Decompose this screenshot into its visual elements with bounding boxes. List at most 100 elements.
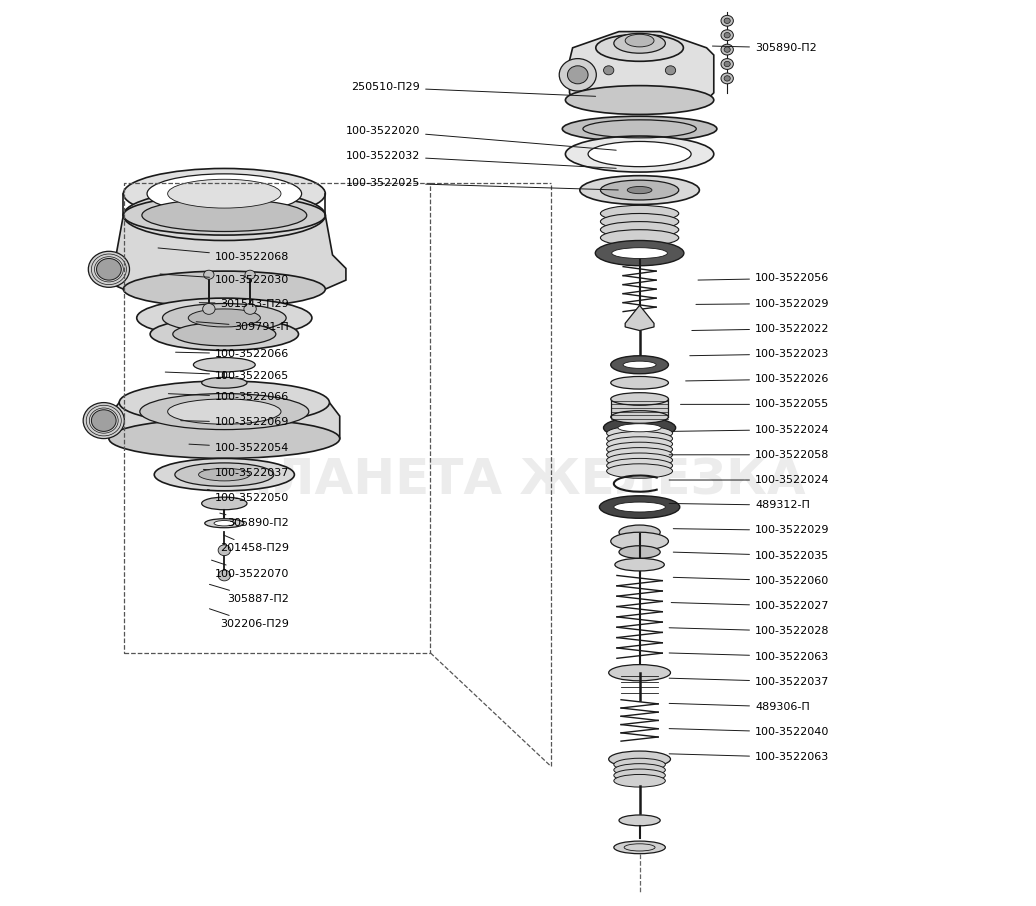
Ellipse shape — [601, 206, 679, 222]
Ellipse shape — [604, 418, 675, 439]
Circle shape — [96, 258, 121, 280]
Text: 489312-П: 489312-П — [669, 500, 810, 510]
Ellipse shape — [611, 356, 668, 374]
Text: 301543-П29: 301543-П29 — [199, 298, 289, 309]
Circle shape — [243, 304, 256, 314]
Ellipse shape — [623, 361, 656, 369]
Ellipse shape — [137, 298, 312, 338]
Circle shape — [204, 270, 214, 279]
Circle shape — [219, 570, 230, 581]
Ellipse shape — [140, 393, 309, 429]
Ellipse shape — [119, 381, 329, 424]
Ellipse shape — [607, 431, 672, 446]
Text: 100-3522025: 100-3522025 — [346, 178, 618, 190]
Text: 100-3522035: 100-3522035 — [673, 551, 829, 561]
Ellipse shape — [214, 521, 234, 526]
Text: 305887-П2: 305887-П2 — [209, 584, 289, 604]
Polygon shape — [570, 32, 714, 100]
Text: 100-3522030: 100-3522030 — [161, 274, 289, 285]
Text: 100-3522029: 100-3522029 — [673, 525, 830, 535]
Ellipse shape — [601, 222, 679, 237]
Polygon shape — [611, 399, 668, 417]
Ellipse shape — [194, 358, 255, 372]
Text: 100-3522066: 100-3522066 — [175, 349, 289, 359]
Text: 309791-П: 309791-П — [196, 322, 289, 332]
Ellipse shape — [205, 519, 243, 527]
Ellipse shape — [614, 502, 665, 512]
Ellipse shape — [611, 377, 668, 389]
Text: 100-3522029: 100-3522029 — [696, 298, 830, 309]
Text: 100-3522020: 100-3522020 — [346, 126, 616, 150]
Text: 100-3522063: 100-3522063 — [669, 752, 829, 762]
Ellipse shape — [614, 558, 664, 571]
Ellipse shape — [607, 453, 672, 467]
Text: 489306-П: 489306-П — [669, 702, 810, 712]
Ellipse shape — [611, 410, 668, 423]
Circle shape — [559, 59, 597, 91]
Polygon shape — [625, 305, 654, 331]
Text: 100-3522026: 100-3522026 — [686, 374, 830, 384]
Ellipse shape — [614, 841, 665, 853]
Text: 100-3522037: 100-3522037 — [669, 677, 830, 687]
Ellipse shape — [154, 458, 294, 491]
Text: 305890-П2: 305890-П2 — [713, 43, 816, 53]
Text: 100-3522024: 100-3522024 — [673, 425, 830, 435]
Text: 305890-П2: 305890-П2 — [220, 513, 289, 528]
Ellipse shape — [607, 442, 672, 457]
Circle shape — [83, 402, 124, 439]
Ellipse shape — [614, 758, 665, 771]
Text: 100-3522070: 100-3522070 — [211, 560, 289, 579]
Ellipse shape — [618, 525, 660, 539]
Text: 100-3522040: 100-3522040 — [669, 728, 830, 737]
Ellipse shape — [601, 214, 679, 230]
Ellipse shape — [607, 448, 672, 462]
Circle shape — [724, 33, 730, 38]
Ellipse shape — [618, 545, 660, 558]
Text: 100-3522032: 100-3522032 — [346, 151, 616, 169]
Circle shape — [724, 76, 730, 82]
Text: 100-3522037: 100-3522037 — [203, 467, 289, 477]
Ellipse shape — [168, 179, 281, 208]
Ellipse shape — [614, 34, 665, 53]
Ellipse shape — [147, 174, 301, 214]
Text: 100-3522024: 100-3522024 — [669, 475, 830, 485]
Ellipse shape — [123, 169, 325, 219]
Ellipse shape — [123, 190, 325, 240]
Circle shape — [721, 30, 733, 41]
Text: 100-3522050: 100-3522050 — [207, 489, 289, 503]
Ellipse shape — [625, 34, 654, 47]
Ellipse shape — [173, 323, 276, 346]
Circle shape — [724, 62, 730, 67]
Ellipse shape — [189, 309, 260, 327]
Ellipse shape — [612, 247, 667, 258]
Text: 100-3522063: 100-3522063 — [669, 651, 829, 661]
Ellipse shape — [175, 463, 274, 487]
Circle shape — [88, 251, 130, 287]
Circle shape — [724, 47, 730, 53]
Text: 100-3522058: 100-3522058 — [669, 449, 830, 460]
Ellipse shape — [596, 240, 684, 265]
Ellipse shape — [123, 271, 325, 307]
Text: 302206-П29: 302206-П29 — [209, 609, 289, 629]
Ellipse shape — [601, 180, 679, 200]
Text: 100-3522054: 100-3522054 — [189, 443, 289, 453]
Ellipse shape — [627, 187, 652, 194]
Text: ПЛАНЕТА ЖЕЛЕЗКА: ПЛАНЕТА ЖЕЛЕЗКА — [231, 456, 805, 504]
Ellipse shape — [202, 497, 247, 510]
Circle shape — [219, 545, 230, 555]
Ellipse shape — [168, 399, 281, 424]
Ellipse shape — [609, 751, 670, 767]
Text: 100-3522066: 100-3522066 — [169, 392, 289, 402]
Ellipse shape — [600, 496, 680, 518]
Ellipse shape — [601, 230, 679, 246]
Text: 250510-П29: 250510-П29 — [351, 82, 596, 96]
Polygon shape — [109, 402, 340, 439]
Circle shape — [721, 73, 733, 84]
Circle shape — [91, 410, 116, 431]
Ellipse shape — [614, 775, 665, 787]
Text: 100-3522055: 100-3522055 — [681, 400, 829, 410]
Ellipse shape — [614, 764, 665, 776]
Circle shape — [721, 44, 733, 55]
Circle shape — [665, 66, 675, 75]
Ellipse shape — [163, 304, 286, 333]
